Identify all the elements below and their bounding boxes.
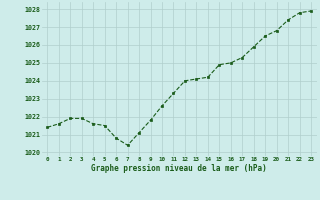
- X-axis label: Graphe pression niveau de la mer (hPa): Graphe pression niveau de la mer (hPa): [91, 164, 267, 173]
